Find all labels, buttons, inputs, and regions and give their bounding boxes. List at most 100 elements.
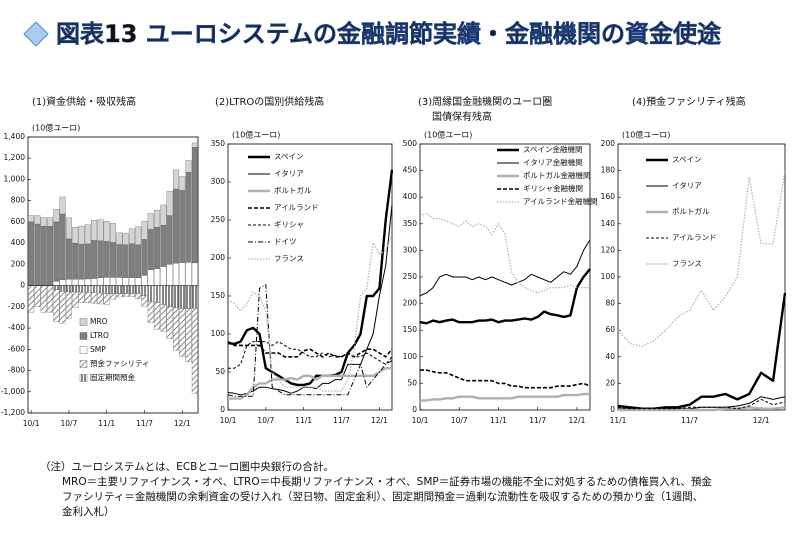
y-tick-label: 100 [601, 272, 616, 281]
bar [97, 219, 104, 241]
legend-label: スペイン [274, 152, 303, 161]
bar [154, 285, 161, 303]
y-tick-label: 40 [605, 352, 615, 361]
y-tick-label: 80 [605, 299, 615, 308]
x-tick-label: 12/1 [174, 419, 191, 428]
bar [147, 269, 154, 286]
bar [72, 291, 79, 309]
legend-label: フランス [672, 259, 702, 268]
y-tick-label: 0 [220, 405, 225, 414]
line-series [617, 398, 786, 410]
y-tick-label: 1,200 [4, 153, 26, 162]
bar [53, 285, 60, 291]
bar [141, 295, 148, 307]
y-tick-label: -1,200 [1, 408, 25, 417]
y-tick-label: -1,000 [1, 387, 25, 396]
legend-label: イタリア金融機関 [523, 157, 583, 167]
bar [185, 171, 192, 263]
chart-title: (2)LTROの国別供給残高 [215, 95, 324, 108]
legend-label: スペイン金融機関 [523, 144, 582, 154]
y-tick-label: 450 [403, 166, 418, 175]
y-tick-label: -400 [8, 323, 25, 332]
legend-label: アイルランド金融機関 [523, 196, 598, 206]
bar [122, 232, 129, 245]
legend-label: 預金ファシリティ [90, 358, 150, 368]
y-tick-label: 1,000 [4, 174, 26, 183]
x-tick-label: 11/7 [529, 416, 546, 425]
bar [179, 262, 186, 286]
x-tick-label: 10/7 [451, 416, 468, 425]
bar [84, 285, 91, 293]
bar [34, 285, 41, 307]
title-icon [23, 21, 49, 47]
bar [40, 285, 47, 313]
bar [135, 285, 142, 294]
bar [147, 285, 154, 302]
bar [154, 268, 161, 286]
bar [154, 302, 161, 330]
y-tick-label: 800 [11, 196, 26, 205]
bar [65, 217, 72, 240]
y-tick-label: 200 [211, 253, 226, 262]
y-tick-label: 0 [20, 281, 25, 290]
x-tick-label: 10/7 [61, 419, 78, 428]
legend-label: フランス [274, 254, 304, 263]
chart-title: 国債保有残高 [432, 110, 492, 123]
bar [84, 224, 91, 245]
y-tick-label: 350 [211, 139, 226, 148]
y-tick-label: 150 [211, 291, 226, 300]
bar [72, 279, 79, 286]
bar [154, 227, 161, 269]
line-series [618, 406, 786, 412]
bar [191, 308, 198, 394]
bar [160, 285, 167, 305]
line-series [227, 340, 393, 358]
bar [40, 226, 47, 286]
bar [179, 285, 186, 309]
bar [116, 285, 123, 294]
bar [110, 223, 116, 243]
line-series [227, 204, 393, 396]
line-series [419, 268, 591, 325]
bar [78, 243, 85, 280]
bar [191, 142, 198, 148]
bar [40, 217, 47, 227]
bar [135, 226, 142, 246]
charts: (1)資金供給・吸収残高(10億ユーロ)1,4001,2001,00080060… [1, 95, 787, 428]
y-axis-label: (10億ユーロ) [622, 130, 670, 140]
bar [172, 307, 179, 351]
y-tick-label: 350 [403, 219, 418, 228]
y-tick-label: 50 [407, 378, 417, 387]
bar [97, 293, 104, 305]
bar [185, 262, 192, 286]
y-tick-label: 180 [601, 166, 616, 175]
bar [116, 244, 123, 278]
y-tick-label: -600 [8, 344, 25, 353]
bar [28, 221, 35, 286]
legend-swatch [79, 318, 88, 326]
x-tick-label: 11/1 [295, 416, 312, 425]
bar [122, 293, 129, 297]
bar [78, 291, 85, 303]
bar [185, 308, 192, 363]
bar [78, 285, 85, 293]
bar [179, 190, 186, 263]
bar [103, 285, 110, 294]
chart-title: (3)周縁国金融機関のユーロ圏 [418, 95, 552, 108]
line-series [420, 369, 591, 389]
line-series [419, 212, 590, 294]
x-tick-label: 10/7 [257, 416, 274, 425]
bar [28, 215, 35, 223]
legend-label: MRO [90, 317, 108, 326]
bar [59, 285, 66, 292]
bar [91, 219, 98, 241]
bar [103, 277, 110, 286]
bar [166, 285, 173, 307]
bar [91, 285, 98, 293]
bar [53, 209, 60, 223]
bar [65, 285, 72, 293]
page-title: 図表13 ユーロシステムの金融調節実績・金融機関の資金使途 [56, 20, 722, 48]
bar [47, 217, 54, 227]
x-tick-label: 10/1 [23, 419, 40, 428]
x-tick-label: 11/7 [681, 416, 698, 425]
